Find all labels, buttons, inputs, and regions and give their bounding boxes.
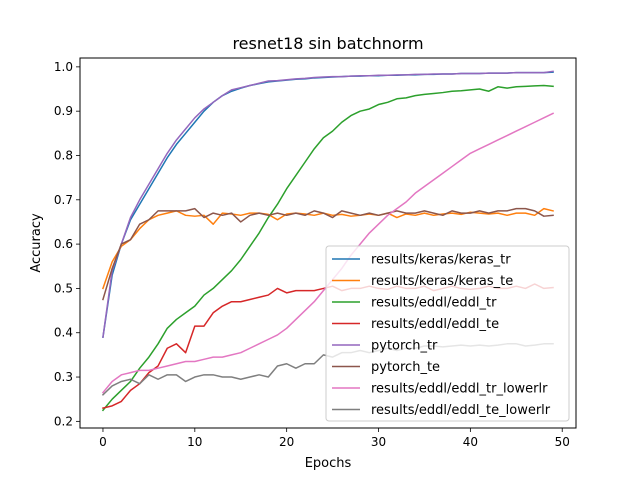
legend-label-6: pytorch_te [371,360,440,375]
x-tick-label: 0 [99,435,107,449]
legend: results/keras/keras_tr results/keras/kera… [325,245,570,422]
y-axis-label: Accuracy [29,213,44,273]
y-tick-label: 0.5 [54,281,73,295]
y-tick-label: 0.4 [54,326,73,340]
x-tick-label: 20 [279,435,294,449]
legend-label-8: results/eddl/eddl_te_lowerlr [371,403,551,418]
legend-box [325,245,570,422]
series-line-3 [101,84,554,412]
y-tick-label: 1.0 [54,60,73,74]
x-tick-label: 50 [555,435,570,449]
legend-label-4: results/eddl/eddl_te [371,317,499,332]
legend-label-1: results/keras/keras_tr [371,253,511,268]
y-tick-label: 0.6 [54,237,73,251]
y-tick-label: 0.7 [54,193,73,207]
legend-label-3: results/eddl/eddl_tr [371,296,497,311]
y-tick-label: 0.3 [54,370,73,384]
y-tick-label: 0.2 [54,414,73,428]
y-tick-label: 0.8 [54,148,73,162]
y-tick-label: 0.9 [54,104,73,118]
series-line-6 [102,207,554,301]
y-axis: 0.2 0.3 0.4 0.5 0.6 0.7 0.8 0.9 1.0 [54,60,80,428]
x-axis-label: Epochs [305,456,352,471]
chart-title: resnet18 sin batchnorm [232,34,423,53]
plot-frame [79,57,577,429]
legend-label-7: results/eddl/eddl_tr_lowerlr [371,382,548,397]
series-layer [101,70,555,412]
x-tick-label: 30 [371,435,386,449]
x-tick-label: 10 [187,435,202,449]
x-tick-label: 40 [463,435,478,449]
legend-label-5: pytorch_tr [371,339,438,354]
series-line-5 [102,70,554,339]
x-axis: 0 10 20 30 40 50 [99,428,570,449]
legend-label-2: results/keras/keras_te [371,274,513,289]
